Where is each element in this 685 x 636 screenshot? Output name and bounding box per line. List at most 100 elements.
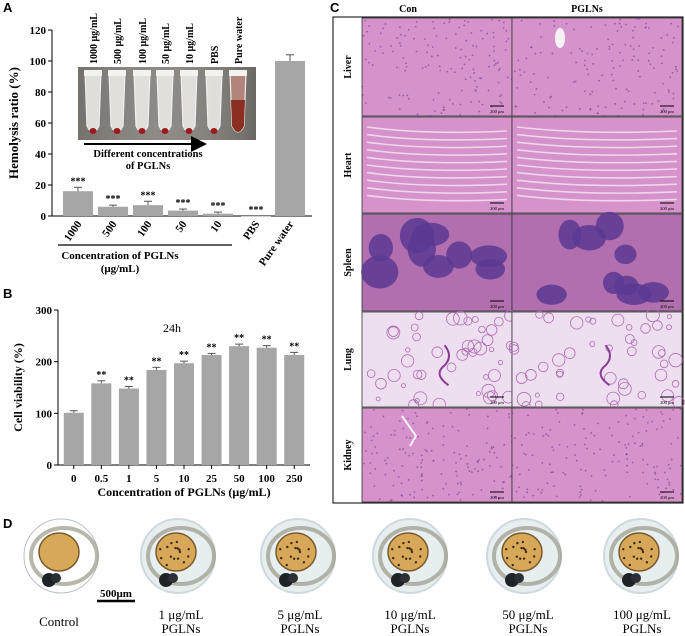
histology-image: 200 μm [361,213,513,312]
treatment-label-line2: PGLNs [161,621,201,636]
test-tube [84,70,102,134]
zebrafish-embryo [603,518,679,594]
tube-label: 10 μg/mL [185,23,196,64]
inset-caption-line1: Different concentrations [93,149,202,160]
y-tick-label: 0 [41,211,47,223]
tube-label: 500 μg/mL [113,18,124,64]
bar [241,216,271,217]
hemolysis-tube-photo [78,67,256,140]
scale-bar-label: 500μm [100,588,132,600]
bar [63,412,84,465]
x-tick-label: 50 [173,218,189,234]
y-tick-label: 40 [35,149,47,161]
significance-label: *** [141,190,156,201]
bar [256,347,277,465]
treatment-label-line1: 1 μg/mL [158,607,204,622]
y-axis-label: Cell viability (%) [11,343,25,432]
histology-image: 200 μm [511,407,683,503]
y-tick-label: 300 [36,305,53,317]
bar [203,213,233,216]
organ-label: Liver [343,55,354,79]
y-tick-label: 100 [30,56,47,68]
histology-image: 200 μm [361,116,513,214]
treatment-label-line2: PGLNs [508,621,548,636]
y-axis-label: Hemolysis ratio (%) [6,67,21,179]
histology-scale-label: 200 μm [660,206,674,211]
x-tick-label: 0.5 [94,473,108,485]
treatment-label-line2: PGLNs [280,621,320,636]
organ-label: Spleen [343,248,354,277]
x-tick-label: 10 [179,473,191,485]
y-tick-label: 60 [35,118,47,130]
significance-label: *** [71,176,86,187]
bar [146,369,167,465]
x-tick-label: 500 [100,218,120,239]
panel-letter-d: D [3,516,12,531]
histology-scale-label: 200 μm [490,304,504,309]
histology-scale-label: 200 μm [490,495,504,500]
zebrafish-embryo [260,518,336,594]
y-tick-label: 100 [36,408,53,420]
y-tick-label: 120 [30,25,47,37]
x-tick-label: 10 [208,218,224,234]
tube-label: 100 μg/mL [138,18,149,64]
histology-scale-label: 200 μm [490,206,504,211]
zebrafish-embryo [140,518,216,594]
x-tick-label: 250 [286,473,303,485]
significance-label: ** [262,335,272,346]
y-tick-label: 0 [47,460,53,472]
x-axis-label: Concentration of PGLNs (μg/mL) [97,485,270,499]
time-annotation: 24h [163,321,181,335]
x-tick-label: 5 [154,473,160,485]
bar [133,205,163,216]
histology-scale-label: 200 μm [660,304,674,309]
panel-letter-a: A [3,0,13,15]
significance-label: *** [211,201,226,212]
panel-letter-c: C [330,0,340,15]
zebrafish-panel: D 500μm Control 1 μg/mL PGLNs 5 μg/mL PGLNs 1… [0,505,685,636]
y-tick-label: 80 [35,87,47,99]
significance-label: *** [176,198,191,209]
significance-label: *** [106,194,121,205]
treatment-label: 50 μg/mL PGLNs [473,608,583,636]
tube-label: PBS [210,45,221,64]
x-tick-label: Pure water [257,219,297,269]
x-tick-label: 1 [126,473,132,485]
significance-label: ** [96,370,106,381]
significance-label: ** [207,342,217,353]
histology-image: 200 μm [361,310,516,411]
histology-grid-frame [332,16,684,504]
bar [201,354,222,465]
organ-label: Kidney [343,439,354,470]
significance-label: ** [124,375,134,386]
x-tick-label: 25 [206,473,218,485]
significance-label: ** [179,350,189,361]
significance-label: ** [289,341,299,352]
histology-panel: C Con PGLNs Liver 200 μm 200 μm Heart 200 μm… [325,0,685,505]
test-tube [205,70,223,134]
treatment-label-line1: 10 μg/mL [384,607,436,622]
histology-image: 200 μm [361,407,513,503]
x-tick-label: PBS [241,219,262,242]
zebrafish-embryo [372,518,448,594]
y-tick-label: 200 [36,357,53,369]
treatment-label-line2: PGLNs [622,621,662,636]
histology-scale-label: 200 μm [660,400,674,405]
treatment-label-line1: 100 μg/mL [613,607,671,622]
significance-label: ** [151,356,161,367]
bar [63,191,93,216]
histology-image: 200 μm [511,17,683,117]
bar [284,354,305,465]
bar [118,388,139,465]
test-tube [180,70,198,134]
histology-image: 200 μm [508,308,685,411]
bar [275,61,305,216]
x-group-label-line2: (μg/mL) [101,263,140,275]
bar [91,383,112,465]
treatment-label-line2: PGLNs [390,621,430,636]
test-tube [229,70,247,133]
y-tick-label: 20 [35,180,47,192]
x-tick-label: 100 [258,473,275,485]
tube-label: 50 μg/mL [161,23,172,64]
tube-label: 1000 μg/mL [89,13,100,64]
